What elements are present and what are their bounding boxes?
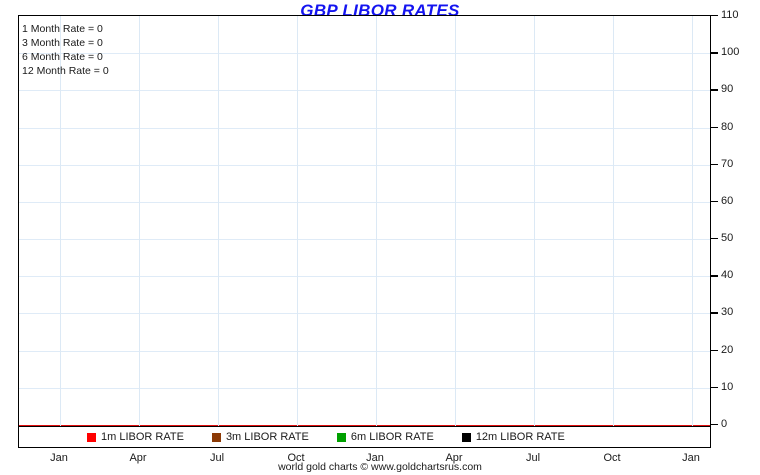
legend-swatch-icon bbox=[461, 432, 471, 442]
legend-swatch-icon bbox=[87, 432, 96, 442]
y-axis-tick bbox=[711, 52, 718, 54]
rate-readout-4: 12 Month Rate = 0 bbox=[22, 65, 109, 77]
legend-item[interactable]: 3m LIBOR RATE bbox=[211, 431, 309, 443]
plot-area bbox=[18, 15, 711, 448]
y-axis-label: 30 bbox=[721, 306, 734, 319]
y-axis-label: 0 bbox=[721, 418, 728, 430]
y-axis-tick bbox=[711, 238, 718, 240]
gridline-horizontal bbox=[19, 164, 710, 166]
x-axis-label: Apr bbox=[445, 452, 463, 464]
y-axis-label: 50 bbox=[721, 232, 734, 245]
y-axis-label: 60 bbox=[721, 194, 734, 207]
legend-item[interactable]: 1m LIBOR RATE bbox=[87, 431, 184, 443]
gridline-horizontal bbox=[19, 387, 710, 389]
legend-item-label: 3m LIBOR RATE bbox=[225, 431, 309, 443]
y-axis-tick bbox=[711, 312, 718, 314]
y-axis-label: 110 bbox=[721, 9, 739, 21]
gridline-vertical bbox=[139, 16, 140, 447]
rate-readouts: 1 Month Rate = 0 3 Month Rate = 0 6 Month … bbox=[22, 22, 192, 78]
y-axis-label: 90 bbox=[721, 83, 734, 96]
legend-item-label: 6m LIBOR RATE bbox=[350, 431, 434, 443]
y-axis-tick bbox=[711, 349, 718, 352]
legend-item[interactable]: 12m LIBOR RATE bbox=[461, 431, 565, 443]
rate-readout-1: 1 Month Rate = 0 bbox=[22, 23, 103, 35]
gridline-vertical bbox=[297, 16, 298, 447]
x-axis-label: Apr bbox=[129, 452, 147, 464]
y-axis-label: 20 bbox=[721, 343, 734, 356]
y-axis-tick bbox=[711, 200, 718, 203]
rate-readout-2: 3 Month Rate = 0 bbox=[22, 37, 103, 49]
y-axis-tick bbox=[711, 15, 718, 17]
legend-item-label: 12m LIBOR RATE bbox=[475, 431, 565, 443]
gridline-vertical bbox=[376, 16, 377, 447]
zero-reference-line bbox=[19, 425, 710, 427]
gridline-vertical bbox=[613, 16, 614, 447]
x-axis-label: Jul bbox=[525, 452, 541, 464]
x-axis-label: Oct bbox=[287, 452, 305, 464]
gridline-horizontal bbox=[19, 313, 710, 315]
y-axis-tick bbox=[711, 126, 718, 128]
gridline-horizontal bbox=[19, 239, 710, 241]
y-axis-tick bbox=[711, 163, 718, 166]
chart-legend: 1m LIBOR RATE 3m LIBOR RATE 6m LIBOR RATE 1… bbox=[18, 426, 711, 448]
y-axis-label: 10 bbox=[721, 380, 734, 393]
y-axis-label: 70 bbox=[721, 157, 734, 170]
rate-readout-3: 6 Month Rate = 0 bbox=[22, 51, 103, 63]
legend-item[interactable]: 6m LIBOR RATE bbox=[336, 431, 434, 443]
y-axis-tick bbox=[711, 386, 718, 389]
gridline-vertical bbox=[455, 16, 456, 447]
x-axis-label: Jan bbox=[366, 452, 384, 464]
x-axis-label: Jan bbox=[50, 452, 68, 464]
legend-swatch-icon bbox=[336, 432, 346, 442]
y-axis-label: 100 bbox=[721, 46, 740, 59]
gridline-vertical bbox=[534, 16, 535, 447]
gridline-horizontal bbox=[19, 90, 710, 92]
y-axis-tick bbox=[711, 275, 718, 277]
y-axis-tick bbox=[711, 89, 718, 91]
legend-swatch-icon bbox=[211, 432, 221, 442]
y-axis-tick bbox=[711, 424, 718, 426]
gridline-horizontal bbox=[19, 201, 710, 203]
footer-attribution: world gold charts © www.goldchartsrus.co… bbox=[278, 461, 482, 473]
gridline-vertical bbox=[692, 16, 693, 447]
gridline-horizontal bbox=[19, 53, 710, 55]
legend-item-label: 1m LIBOR RATE bbox=[101, 431, 184, 443]
x-axis-label: Oct bbox=[603, 452, 621, 464]
gridline-vertical bbox=[60, 16, 61, 447]
gridline-horizontal bbox=[19, 127, 710, 129]
y-axis-label: 40 bbox=[721, 269, 734, 282]
y-axis-label: 80 bbox=[721, 120, 734, 133]
gridline-horizontal bbox=[19, 276, 710, 278]
x-axis-label: Jul bbox=[209, 452, 225, 464]
x-axis-label: Jan bbox=[682, 452, 700, 464]
gridline-horizontal bbox=[19, 350, 710, 352]
gridline-vertical bbox=[218, 16, 219, 447]
